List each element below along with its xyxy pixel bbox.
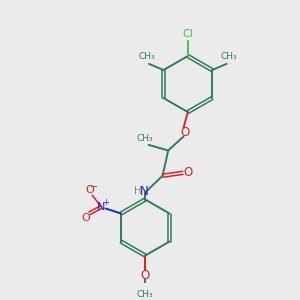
- Text: O: O: [85, 185, 94, 195]
- Text: O: O: [181, 126, 190, 139]
- Text: N: N: [140, 185, 148, 198]
- Text: CH₃: CH₃: [138, 52, 155, 62]
- Text: +: +: [102, 198, 109, 207]
- Text: Cl: Cl: [182, 29, 193, 39]
- Text: CH₃: CH₃: [137, 290, 154, 299]
- Text: CH₃: CH₃: [220, 52, 237, 62]
- Text: O: O: [82, 213, 90, 223]
- Text: −: −: [90, 182, 98, 192]
- Text: N: N: [97, 202, 106, 212]
- Text: H: H: [134, 186, 142, 197]
- Text: CH₃: CH₃: [137, 134, 154, 143]
- Text: O: O: [184, 167, 193, 179]
- Text: O: O: [141, 269, 150, 282]
